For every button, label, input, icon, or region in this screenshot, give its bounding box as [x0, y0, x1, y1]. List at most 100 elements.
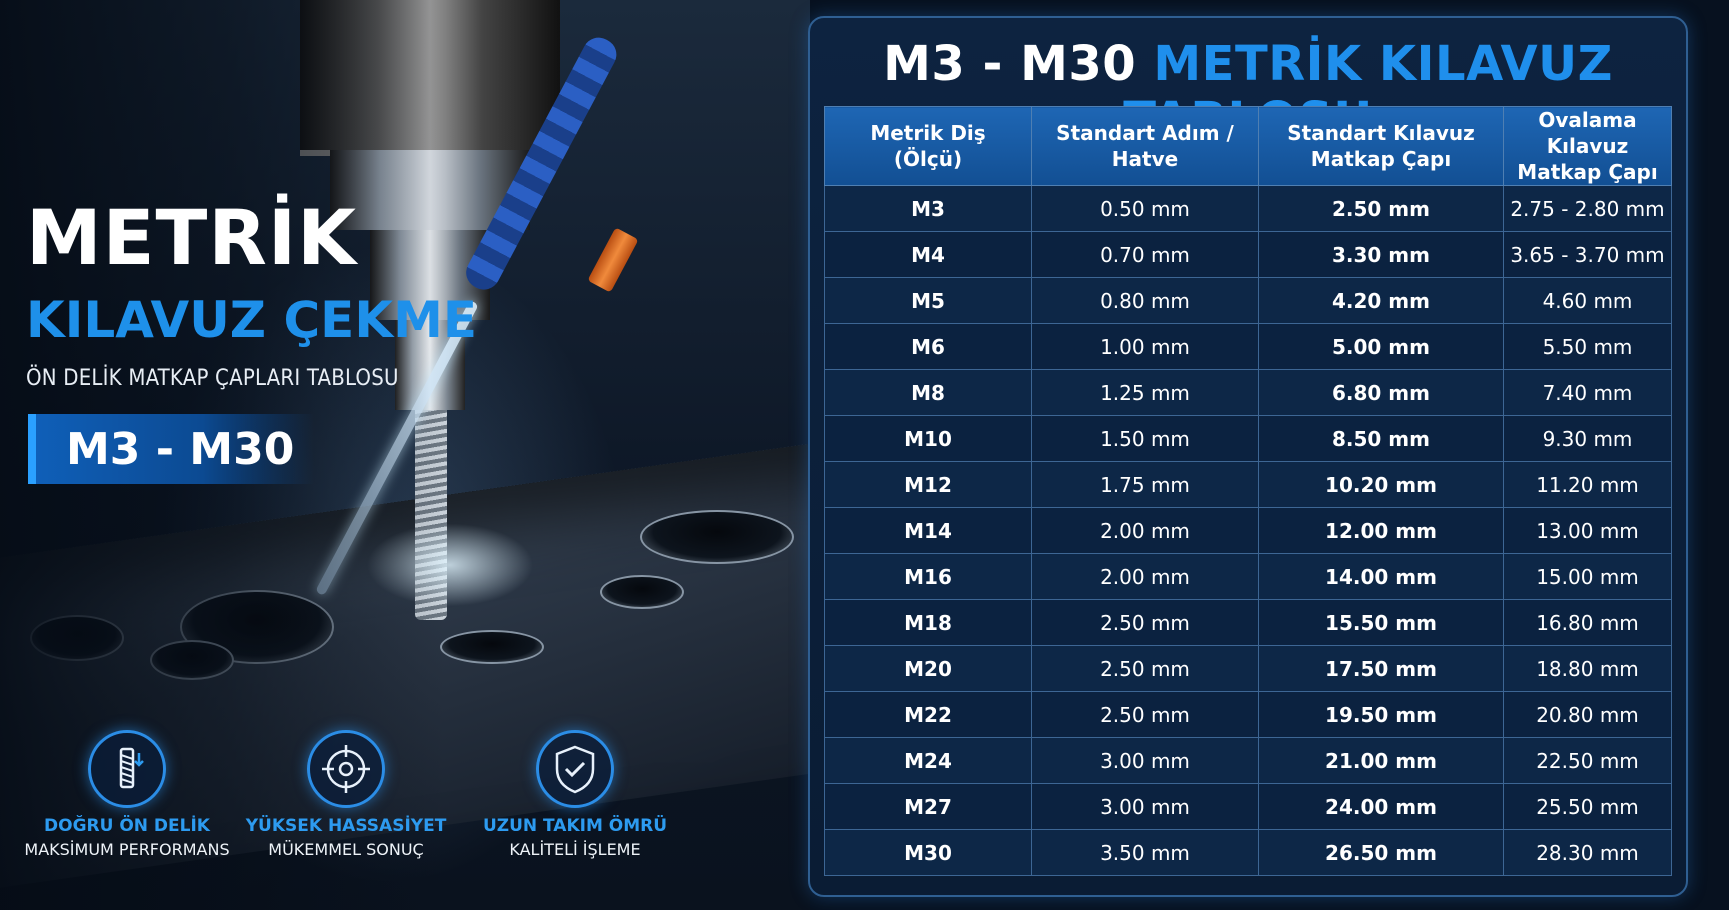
cell-standard-drill: 12.00 mm	[1258, 507, 1504, 554]
table-row: M27 3.00 mm 24.00 mm 25.50 mm	[824, 783, 1672, 830]
cell-pitch: 3.00 mm	[1031, 737, 1259, 784]
cell-rolling-drill: 25.50 mm	[1503, 783, 1672, 830]
threaded-hole-icon	[88, 730, 166, 808]
cell-rolling-drill: 28.30 mm	[1503, 829, 1672, 876]
cell-thread-size: M27	[824, 783, 1032, 830]
table-row: M16 2.00 mm 14.00 mm 15.00 mm	[824, 553, 1672, 600]
table-row: M24 3.00 mm 21.00 mm 22.50 mm	[824, 737, 1672, 784]
cell-standard-drill: 4.20 mm	[1258, 277, 1504, 324]
cell-thread-size: M18	[824, 599, 1032, 646]
table-row: M20 2.50 mm 17.50 mm 18.80 mm	[824, 645, 1672, 692]
cell-rolling-drill: 5.50 mm	[1503, 323, 1672, 370]
cell-rolling-drill: 7.40 mm	[1503, 369, 1672, 416]
feature-title: DOĞRU ÖN DELİK	[44, 816, 210, 836]
cell-pitch: 1.00 mm	[1031, 323, 1259, 370]
cell-standard-drill: 19.50 mm	[1258, 691, 1504, 738]
cell-thread-size: M24	[824, 737, 1032, 784]
panel-title-range: M3 - M30	[883, 36, 1137, 92]
cell-thread-size: M5	[824, 277, 1032, 324]
shield-check-icon	[536, 730, 614, 808]
cell-standard-drill: 5.00 mm	[1258, 323, 1504, 370]
cell-rolling-drill: 4.60 mm	[1503, 277, 1672, 324]
cell-thread-size: M6	[824, 323, 1032, 370]
tap-drill-table: Metrik Diş (Ölçü) Standart Adım / Hatve St…	[824, 106, 1672, 876]
table-row: M12 1.75 mm 10.20 mm 11.20 mm	[824, 461, 1672, 508]
header-standard-drill: Standart Kılavuz Matkap Çapı	[1258, 106, 1504, 186]
feature-subtitle: KALİTELİ İŞLEME	[509, 840, 641, 859]
cell-standard-drill: 3.30 mm	[1258, 231, 1504, 278]
table-body: M3 0.50 mm 2.50 mm 2.75 - 2.80 mm M4 0.70 mm 3…	[824, 185, 1672, 876]
cell-standard-drill: 14.00 mm	[1258, 553, 1504, 600]
feature-subtitle: MAKSİMUM PERFORMANS	[24, 840, 230, 859]
cell-pitch: 3.50 mm	[1031, 829, 1259, 876]
cell-thread-size: M10	[824, 415, 1032, 462]
cell-rolling-drill: 18.80 mm	[1503, 645, 1672, 692]
feature-subtitle: MÜKEMMEL SONUÇ	[268, 840, 424, 859]
cell-standard-drill: 8.50 mm	[1258, 415, 1504, 462]
table-row: M18 2.50 mm 15.50 mm 16.80 mm	[824, 599, 1672, 646]
header-pitch: Standart Adım / Hatve	[1031, 106, 1259, 186]
cell-thread-size: M30	[824, 829, 1032, 876]
cell-standard-drill: 17.50 mm	[1258, 645, 1504, 692]
feature-tool-life: UZUN TAKIM ÖMRÜ KALİTELİ İŞLEME	[465, 730, 685, 859]
hero-description: ÖN DELİK MATKAP ÇAPLARI TABLOSU	[26, 366, 399, 391]
table-row: M4 0.70 mm 3.30 mm 3.65 - 3.70 mm	[824, 231, 1672, 278]
cell-standard-drill: 6.80 mm	[1258, 369, 1504, 416]
cell-pitch: 1.25 mm	[1031, 369, 1259, 416]
cell-thread-size: M3	[824, 185, 1032, 232]
cell-pitch: 1.75 mm	[1031, 461, 1259, 508]
tap-drill-table-panel: M3 - M30 METRİK KILAVUZ TABLOSU Metrik D…	[808, 16, 1688, 897]
table-row: M14 2.00 mm 12.00 mm 13.00 mm	[824, 507, 1672, 554]
feature-precision: YÜKSEK HASSASİYET MÜKEMMEL SONUÇ	[236, 730, 456, 859]
table-row: M6 1.00 mm 5.00 mm 5.50 mm	[824, 323, 1672, 370]
cell-pitch: 2.50 mm	[1031, 645, 1259, 692]
cell-standard-drill: 24.00 mm	[1258, 783, 1504, 830]
range-banner: M3 - M30	[28, 414, 314, 484]
cell-standard-drill: 10.20 mm	[1258, 461, 1504, 508]
feature-correct-hole: DOĞRU ÖN DELİK MAKSİMUM PERFORMANS	[17, 730, 237, 859]
cell-rolling-drill: 15.00 mm	[1503, 553, 1672, 600]
cell-thread-size: M4	[824, 231, 1032, 278]
cell-standard-drill: 15.50 mm	[1258, 599, 1504, 646]
cell-standard-drill: 2.50 mm	[1258, 185, 1504, 232]
cell-rolling-drill: 3.65 - 3.70 mm	[1503, 231, 1672, 278]
cell-pitch: 1.50 mm	[1031, 415, 1259, 462]
cell-thread-size: M20	[824, 645, 1032, 692]
cell-pitch: 2.00 mm	[1031, 553, 1259, 600]
cell-thread-size: M8	[824, 369, 1032, 416]
table-row: M5 0.80 mm 4.20 mm 4.60 mm	[824, 277, 1672, 324]
range-label: M3 - M30	[66, 424, 295, 475]
header-rolling-drill: Ovalama Kılavuz Matkap Çapı	[1503, 106, 1672, 186]
cell-rolling-drill: 20.80 mm	[1503, 691, 1672, 738]
cell-standard-drill: 21.00 mm	[1258, 737, 1504, 784]
cell-thread-size: M16	[824, 553, 1032, 600]
header-size: Metrik Diş (Ölçü)	[824, 106, 1032, 186]
cell-pitch: 2.50 mm	[1031, 599, 1259, 646]
cell-thread-size: M12	[824, 461, 1032, 508]
target-icon	[307, 730, 385, 808]
feature-title: YÜKSEK HASSASİYET	[245, 816, 447, 836]
feature-title: UZUN TAKIM ÖMRÜ	[482, 816, 668, 836]
cell-pitch: 0.80 mm	[1031, 277, 1259, 324]
cell-pitch: 2.00 mm	[1031, 507, 1259, 554]
table-row: M30 3.50 mm 26.50 mm 28.30 mm	[824, 829, 1672, 876]
hero-title: METRİK	[26, 193, 358, 282]
cell-pitch: 3.00 mm	[1031, 783, 1259, 830]
cell-rolling-drill: 9.30 mm	[1503, 415, 1672, 462]
cell-rolling-drill: 22.50 mm	[1503, 737, 1672, 784]
cell-rolling-drill: 11.20 mm	[1503, 461, 1672, 508]
table-row: M22 2.50 mm 19.50 mm 20.80 mm	[824, 691, 1672, 738]
cell-pitch: 0.50 mm	[1031, 185, 1259, 232]
cell-thread-size: M22	[824, 691, 1032, 738]
cell-pitch: 0.70 mm	[1031, 231, 1259, 278]
cell-rolling-drill: 2.75 - 2.80 mm	[1503, 185, 1672, 232]
cell-thread-size: M14	[824, 507, 1032, 554]
cell-pitch: 2.50 mm	[1031, 691, 1259, 738]
table-row: M10 1.50 mm 8.50 mm 9.30 mm	[824, 415, 1672, 462]
table-row: M8 1.25 mm 6.80 mm 7.40 mm	[824, 369, 1672, 416]
cell-standard-drill: 26.50 mm	[1258, 829, 1504, 876]
table-row: M3 0.50 mm 2.50 mm 2.75 - 2.80 mm	[824, 185, 1672, 232]
cell-rolling-drill: 13.00 mm	[1503, 507, 1672, 554]
cell-rolling-drill: 16.80 mm	[1503, 599, 1672, 646]
hero-subtitle: KILAVUZ ÇEKME	[26, 291, 477, 349]
